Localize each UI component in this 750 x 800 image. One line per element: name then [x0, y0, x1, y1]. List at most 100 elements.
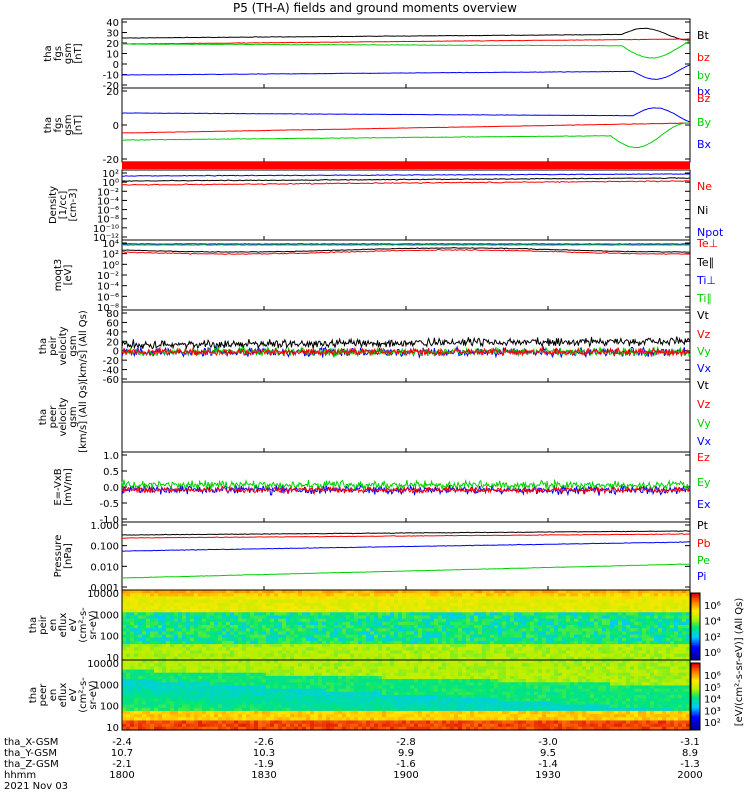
- y-tick-label: 10⁴: [102, 239, 119, 250]
- y-tick-label: 10⁻¹⁰: [93, 224, 119, 235]
- y-axis-label: Density: [48, 186, 59, 224]
- y-tick-label: 10⁻⁸: [97, 303, 119, 314]
- y-tick-label: 0: [113, 121, 119, 132]
- legend-entry: Vy: [697, 417, 711, 430]
- y-tick-label: 20: [106, 39, 119, 50]
- legend-entry: Pt: [697, 519, 709, 532]
- y-tick-label: 10000: [87, 659, 119, 670]
- y-axis-label: [eV]: [63, 265, 74, 286]
- colorbar-tick-label: 10⁰: [704, 648, 721, 659]
- x-axis-row-value: 1900: [393, 770, 418, 781]
- legend-entry: Vt: [697, 309, 710, 322]
- x-axis-row-value: -1.4: [538, 759, 558, 770]
- y-axis-label: sr-eV): [88, 610, 99, 639]
- y-tick-label: 10: [106, 723, 119, 734]
- panel-frame: [121, 659, 691, 731]
- y-tick-label: 10²: [102, 250, 119, 261]
- legend-entry: Vx: [697, 362, 712, 375]
- series-line: [121, 27, 690, 41]
- series-line: [121, 40, 691, 59]
- legend-entry: Vy: [697, 345, 711, 358]
- y-tick-label: 10⁻¹²: [93, 233, 119, 244]
- x-axis-row-label: tha_Y-GSM: [4, 748, 57, 759]
- legend-entry: Npot: [697, 226, 724, 239]
- y-axis-label: moqt3: [53, 259, 64, 292]
- y-tick-label: -20: [103, 356, 119, 367]
- series-line: [121, 530, 691, 536]
- y-tick-label: -40: [103, 366, 119, 377]
- x-axis-row-value: 1800: [109, 770, 134, 781]
- y-tick-label: 100: [100, 702, 119, 713]
- colorbar-tick-label: 10³: [704, 706, 721, 717]
- y-tick-label: 60: [106, 318, 119, 329]
- colorbar-tick-label: 10⁴: [704, 617, 721, 628]
- y-tick-label: 0.100: [90, 542, 119, 553]
- y-axis-label: velocity: [58, 326, 69, 365]
- y-axis-label: en: [48, 619, 59, 632]
- colorbar-lower: [691, 663, 700, 731]
- legend-entry: Ez: [697, 451, 710, 464]
- legend-entry: Bz: [697, 92, 711, 105]
- y-axis-label: [km/s] (All Qs): [78, 310, 89, 382]
- y-tick-label: 0: [113, 60, 119, 71]
- x-axis-row-value: 10.7: [111, 748, 133, 759]
- y-axis-label: gsm: [63, 43, 74, 64]
- legend-entry: Vt: [697, 379, 710, 392]
- y-axis-label: peir: [48, 335, 59, 355]
- panel-frame: [121, 18, 691, 89]
- status-bar: [122, 162, 690, 169]
- y-axis-label: sr-eV): [88, 680, 99, 709]
- legend-entry: Bt: [697, 29, 710, 42]
- panel-frame: [121, 521, 691, 591]
- legend-entry: Vz: [697, 328, 711, 341]
- y-tick-label: 1.000: [90, 521, 119, 532]
- series-line: [121, 541, 691, 552]
- y-tick-label: 0: [113, 347, 119, 358]
- y-axis-label: gsm: [63, 114, 74, 135]
- electron-spectrogram: [122, 660, 691, 731]
- x-axis-row-label: tha_Z-GSM: [4, 759, 59, 770]
- series-line: [122, 247, 690, 253]
- x-axis-row-value: -2.4: [112, 737, 132, 748]
- series-line: [121, 478, 691, 492]
- y-tick-label: 10⁻⁴: [97, 196, 119, 207]
- y-tick-label: 80: [106, 309, 119, 320]
- y-axis-label: eV: [68, 618, 79, 631]
- ion-spectrogram: [122, 590, 691, 661]
- legend-entry: bz: [697, 51, 710, 64]
- y-tick-label: 1.0: [103, 451, 119, 462]
- panel-frame: [121, 381, 691, 453]
- y-tick-label: 40: [106, 18, 119, 29]
- y-tick-label: 10⁻²: [97, 187, 119, 198]
- y-tick-label: 10⁻⁴: [97, 282, 119, 293]
- y-axis-label: eflux: [58, 683, 69, 708]
- panel-frame: [121, 87, 691, 163]
- x-axis-row-value: 1930: [535, 770, 560, 781]
- series-line: [121, 485, 691, 496]
- legend-entry: Ex: [697, 498, 711, 511]
- colorbar-frame: [690, 662, 701, 731]
- series-line: [121, 122, 690, 134]
- legend-entry: Ne: [697, 180, 712, 193]
- legend-entry: Te⊥: [696, 237, 718, 250]
- y-axis-label: [cm-3]: [68, 188, 79, 221]
- x-axis-row-value: -2.1: [112, 759, 132, 770]
- legend-entry: Vz: [697, 398, 711, 411]
- legend-entry: By: [697, 116, 712, 129]
- y-axis-label: [nPa]: [63, 543, 74, 569]
- y-axis-label: peer: [48, 405, 59, 429]
- colorbar-tick-label: 10²: [704, 718, 721, 729]
- y-axis-label: en: [48, 689, 59, 702]
- y-axis-label: (cm²-s-: [78, 607, 89, 643]
- y-axis-label: gsm: [68, 406, 79, 427]
- y-tick-label: 10000: [87, 589, 119, 600]
- y-axis-label: [km/s] (All Qs): [78, 381, 89, 453]
- y-tick-label: 10²: [102, 169, 119, 180]
- y-axis-label: tha: [43, 45, 54, 61]
- legend-entry: Te∥: [696, 256, 714, 269]
- y-axis-label: tha: [38, 409, 49, 425]
- y-tick-label: -20: [103, 155, 119, 166]
- x-axis-row-value: -3.0: [538, 737, 558, 748]
- y-tick-label: 100: [100, 632, 119, 643]
